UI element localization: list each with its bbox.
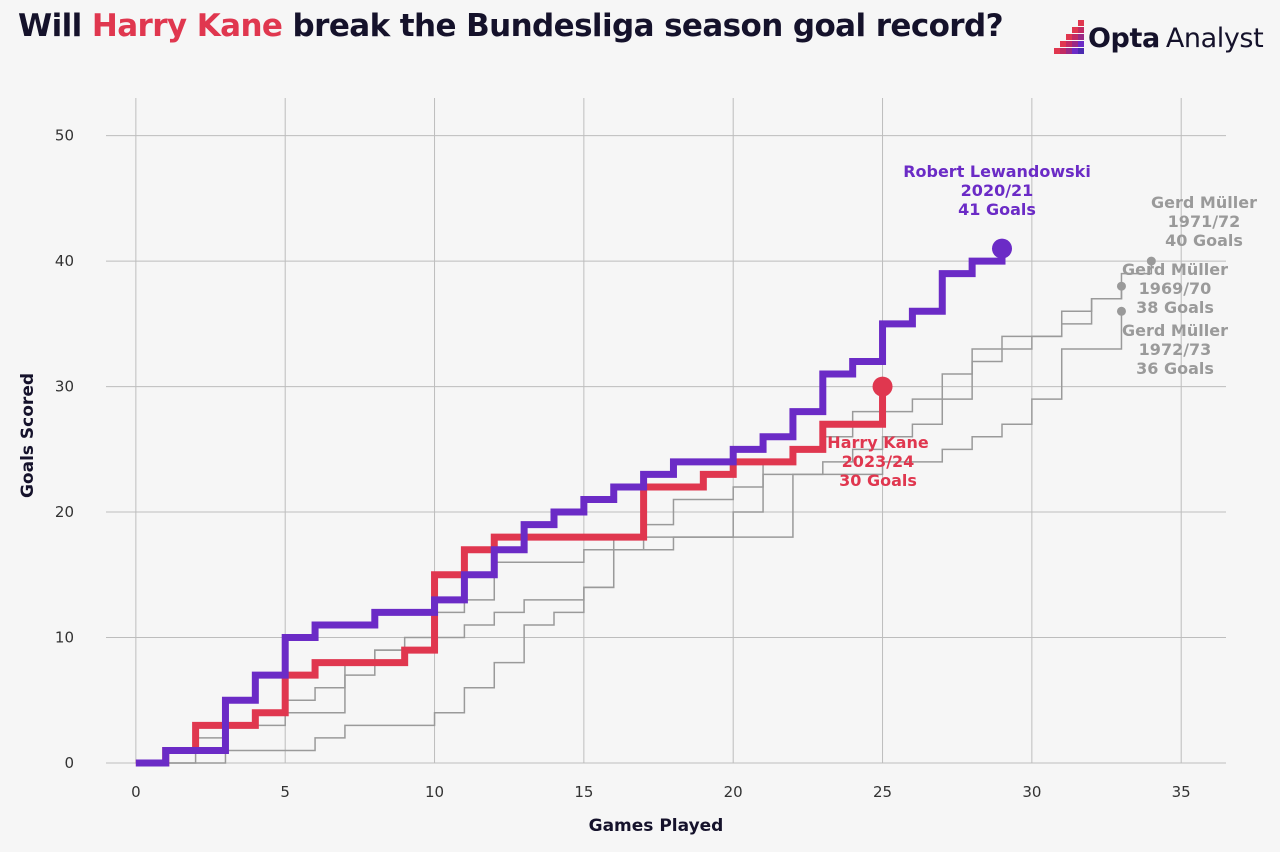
annotation-line: Robert Lewandowski — [903, 162, 1091, 181]
x-tick-label: 20 — [724, 783, 743, 801]
series-line-robert-lewandowski-2020-21 — [135, 248, 1006, 767]
annotation-line: 40 Goals — [1165, 231, 1243, 250]
annotation-line: Gerd Müller — [1122, 260, 1228, 279]
series-line-harry-kane-2023-24 — [135, 386, 887, 767]
brand-wordmark: Opta Analyst — [1088, 22, 1264, 54]
chart-title: Will Harry Kane break the Bundesliga sea… — [18, 8, 1004, 44]
x-axis-title: Games Played — [589, 816, 724, 836]
x-tick-label: 25 — [873, 783, 892, 801]
annotation-line: Gerd Müller — [1151, 193, 1257, 212]
y-axis-title: Goals Scored — [18, 373, 38, 498]
y-tick-label: 20 — [55, 503, 74, 521]
annotation-line: Gerd Müller — [1122, 321, 1228, 340]
x-tick-label: 30 — [1022, 783, 1041, 801]
end-marker-gerd-mu-ller-1969-70 — [1116, 281, 1126, 291]
opta-analyst-logo: Opta Analyst — [1048, 18, 1264, 58]
series-line-gerd-mu-ller-1972-73 — [135, 311, 1123, 764]
y-tick-label: 50 — [55, 127, 74, 145]
title-highlight-name: Harry Kane — [91, 8, 283, 44]
annotation-line: 2023/24 — [842, 452, 915, 471]
y-tick-label: 30 — [55, 378, 74, 396]
annotation-line: 1972/73 — [1139, 340, 1212, 359]
x-tick-label: 0 — [131, 783, 141, 801]
annotation-line: 1971/72 — [1168, 212, 1241, 231]
annotation-line: 38 Goals — [1136, 298, 1214, 317]
x-tick-label: 15 — [574, 783, 593, 801]
x-tick-label: 35 — [1172, 783, 1191, 801]
annotation-line: 41 Goals — [958, 200, 1036, 219]
end-marker-robert-lewandowski-2020-21 — [992, 238, 1012, 259]
annotation-line: 36 Goals — [1136, 359, 1214, 378]
y-tick-label: 0 — [64, 754, 74, 772]
annotation-line: Harry Kane — [827, 433, 929, 452]
opta-logo-icon — [1054, 20, 1084, 54]
annotation-line: 1969/70 — [1139, 279, 1212, 298]
annotation-line: 30 Goals — [839, 471, 917, 490]
y-tick-label: 10 — [55, 629, 74, 647]
end-marker-harry-kane-2023-24 — [872, 376, 893, 397]
annotation-line: 2020/21 — [961, 181, 1034, 200]
end-marker-gerd-mu-ller-1971-72 — [1146, 256, 1156, 266]
x-tick-label: 10 — [425, 783, 444, 801]
y-tick-label: 40 — [55, 252, 74, 270]
end-marker-gerd-mu-ller-1972-73 — [1116, 306, 1126, 316]
x-tick-label: 5 — [280, 783, 290, 801]
